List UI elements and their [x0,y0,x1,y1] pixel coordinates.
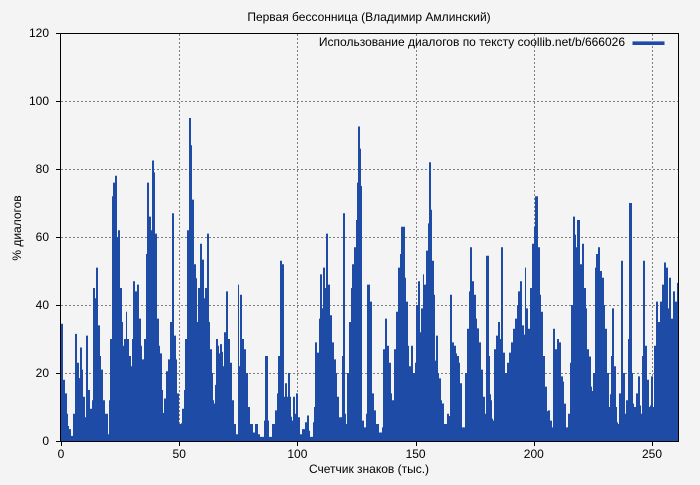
svg-text:Счетчик знаков (тыс.): Счетчик знаков (тыс.) [309,462,429,476]
svg-text:80: 80 [36,162,50,176]
svg-text:100: 100 [287,447,307,461]
svg-text:0: 0 [42,434,49,448]
svg-text:40: 40 [36,298,50,312]
svg-text:120: 120 [29,26,49,40]
svg-text:200: 200 [524,447,544,461]
svg-text:150: 150 [406,447,426,461]
svg-text:Использование диалогов по текс: Использование диалогов по тексту coollib… [319,35,625,49]
svg-text:250: 250 [642,447,662,461]
svg-text:100: 100 [29,94,49,108]
svg-text:60: 60 [36,230,50,244]
svg-text:0: 0 [58,447,65,461]
svg-text:% диалогов: % диалогов [10,195,24,260]
svg-text:Первая бессонница (Владимир Ам: Первая бессонница (Владимир Амлинский) [247,10,490,24]
svg-text:20: 20 [36,366,50,380]
svg-text:50: 50 [173,447,187,461]
